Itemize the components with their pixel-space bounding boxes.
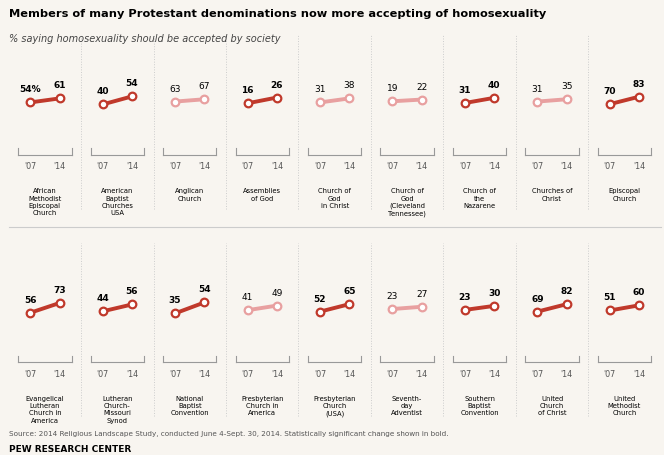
Text: Churches of
Christ: Churches of Christ <box>532 188 572 201</box>
Text: United
Church
of Christ: United Church of Christ <box>538 395 566 415</box>
Text: '14: '14 <box>126 369 138 378</box>
Text: Church of
God
in Christ: Church of God in Christ <box>318 188 351 208</box>
Text: 30: 30 <box>488 288 501 297</box>
Text: Lutheran
Church-
Missouri
Synod: Lutheran Church- Missouri Synod <box>102 395 133 423</box>
Text: 31: 31 <box>314 85 326 94</box>
Text: 19: 19 <box>386 84 398 93</box>
Text: Anglican
Church: Anglican Church <box>175 188 205 201</box>
Text: '07: '07 <box>386 162 398 171</box>
Text: Church of
the
Nazarene: Church of the Nazarene <box>463 188 496 208</box>
Text: '07: '07 <box>314 162 326 171</box>
Text: '07: '07 <box>96 369 109 378</box>
Text: Presbyterian
Church
(USA): Presbyterian Church (USA) <box>313 395 356 416</box>
Text: '14: '14 <box>343 162 355 171</box>
Text: '07: '07 <box>242 369 254 378</box>
Text: '14: '14 <box>560 369 573 378</box>
Text: % saying homosexuality should be accepted by society: % saying homosexuality should be accepte… <box>9 34 280 44</box>
Text: 60: 60 <box>633 288 645 297</box>
Text: 41: 41 <box>242 293 253 302</box>
Text: 70: 70 <box>604 87 616 96</box>
Text: '07: '07 <box>459 162 471 171</box>
Text: 26: 26 <box>271 81 283 89</box>
Text: Members of many Protestant denominations now more accepting of homosexuality: Members of many Protestant denominations… <box>9 9 546 19</box>
Text: 54: 54 <box>125 79 138 88</box>
Text: '07: '07 <box>459 369 471 378</box>
Text: 52: 52 <box>314 294 326 303</box>
Text: '14: '14 <box>54 369 66 378</box>
Text: Source: 2014 Religious Landscape Study, conducted June 4-Sept. 30, 2014. Statist: Source: 2014 Religious Landscape Study, … <box>9 430 448 436</box>
Text: Church of
God
(Cleveland
Tennessee): Church of God (Cleveland Tennessee) <box>388 188 426 217</box>
Text: '14: '14 <box>488 369 500 378</box>
Text: '14: '14 <box>343 369 355 378</box>
Text: '14: '14 <box>271 369 283 378</box>
Text: 83: 83 <box>633 80 645 88</box>
Text: '07: '07 <box>604 162 616 171</box>
Text: '14: '14 <box>54 162 66 171</box>
Text: 35: 35 <box>561 82 572 91</box>
Text: '07: '07 <box>169 162 181 171</box>
Text: '07: '07 <box>24 369 37 378</box>
Text: '07: '07 <box>24 162 37 171</box>
Text: '07: '07 <box>386 369 398 378</box>
Text: 23: 23 <box>459 292 471 301</box>
Text: African
Methodist
Episcopal
Church: African Methodist Episcopal Church <box>29 188 62 216</box>
Text: 61: 61 <box>53 81 66 90</box>
Text: '14: '14 <box>199 369 210 378</box>
Text: '14: '14 <box>271 162 283 171</box>
Text: '07: '07 <box>96 162 109 171</box>
Text: 82: 82 <box>560 287 573 295</box>
Text: 54: 54 <box>198 285 210 294</box>
Text: 49: 49 <box>271 288 283 297</box>
Text: 23: 23 <box>386 291 398 300</box>
Text: Presbyterian
Church in
America: Presbyterian Church in America <box>241 395 284 415</box>
Text: '07: '07 <box>604 369 616 378</box>
Text: 65: 65 <box>343 287 355 295</box>
Text: '07: '07 <box>531 369 543 378</box>
Text: 31: 31 <box>459 86 471 95</box>
Text: Seventh-
day
Adventist: Seventh- day Adventist <box>391 395 423 415</box>
Text: United
Methodist
Church: United Methodist Church <box>608 395 641 415</box>
Text: 31: 31 <box>532 84 543 93</box>
Text: 44: 44 <box>96 293 109 303</box>
Text: 63: 63 <box>169 84 181 93</box>
Text: 22: 22 <box>416 82 428 91</box>
Text: Episcopal
Church: Episcopal Church <box>608 188 641 201</box>
Text: 51: 51 <box>604 293 616 302</box>
Text: '14: '14 <box>199 162 210 171</box>
Text: 38: 38 <box>343 81 355 90</box>
Text: '07: '07 <box>242 162 254 171</box>
Text: '07: '07 <box>314 369 326 378</box>
Text: '14: '14 <box>416 162 428 171</box>
Text: Evangelical
Lutheran
Church in
America: Evangelical Lutheran Church in America <box>25 395 64 423</box>
Text: 56: 56 <box>125 287 138 296</box>
Text: Assemblies
of God: Assemblies of God <box>243 188 282 201</box>
Text: 35: 35 <box>169 296 181 305</box>
Text: 56: 56 <box>24 295 37 304</box>
Text: '14: '14 <box>416 369 428 378</box>
Text: '14: '14 <box>633 369 645 378</box>
Text: 40: 40 <box>488 81 501 90</box>
Text: American
Baptist
Churches
USA: American Baptist Churches USA <box>101 188 133 216</box>
Text: 54%: 54% <box>19 85 41 94</box>
Text: 67: 67 <box>199 82 210 91</box>
Text: 27: 27 <box>416 289 428 298</box>
Text: Southern
Baptist
Convention: Southern Baptist Convention <box>460 395 499 415</box>
Text: 40: 40 <box>96 87 109 96</box>
Text: '07: '07 <box>169 369 181 378</box>
Text: 16: 16 <box>241 86 254 95</box>
Text: PEW RESEARCH CENTER: PEW RESEARCH CENTER <box>9 444 131 453</box>
Text: 69: 69 <box>531 294 544 303</box>
Text: '14: '14 <box>560 162 573 171</box>
Text: National
Baptist
Convention: National Baptist Convention <box>171 395 209 415</box>
Text: '14: '14 <box>633 162 645 171</box>
Text: '14: '14 <box>126 162 138 171</box>
Text: 73: 73 <box>53 285 66 294</box>
Text: '14: '14 <box>488 162 500 171</box>
Text: '07: '07 <box>531 162 543 171</box>
